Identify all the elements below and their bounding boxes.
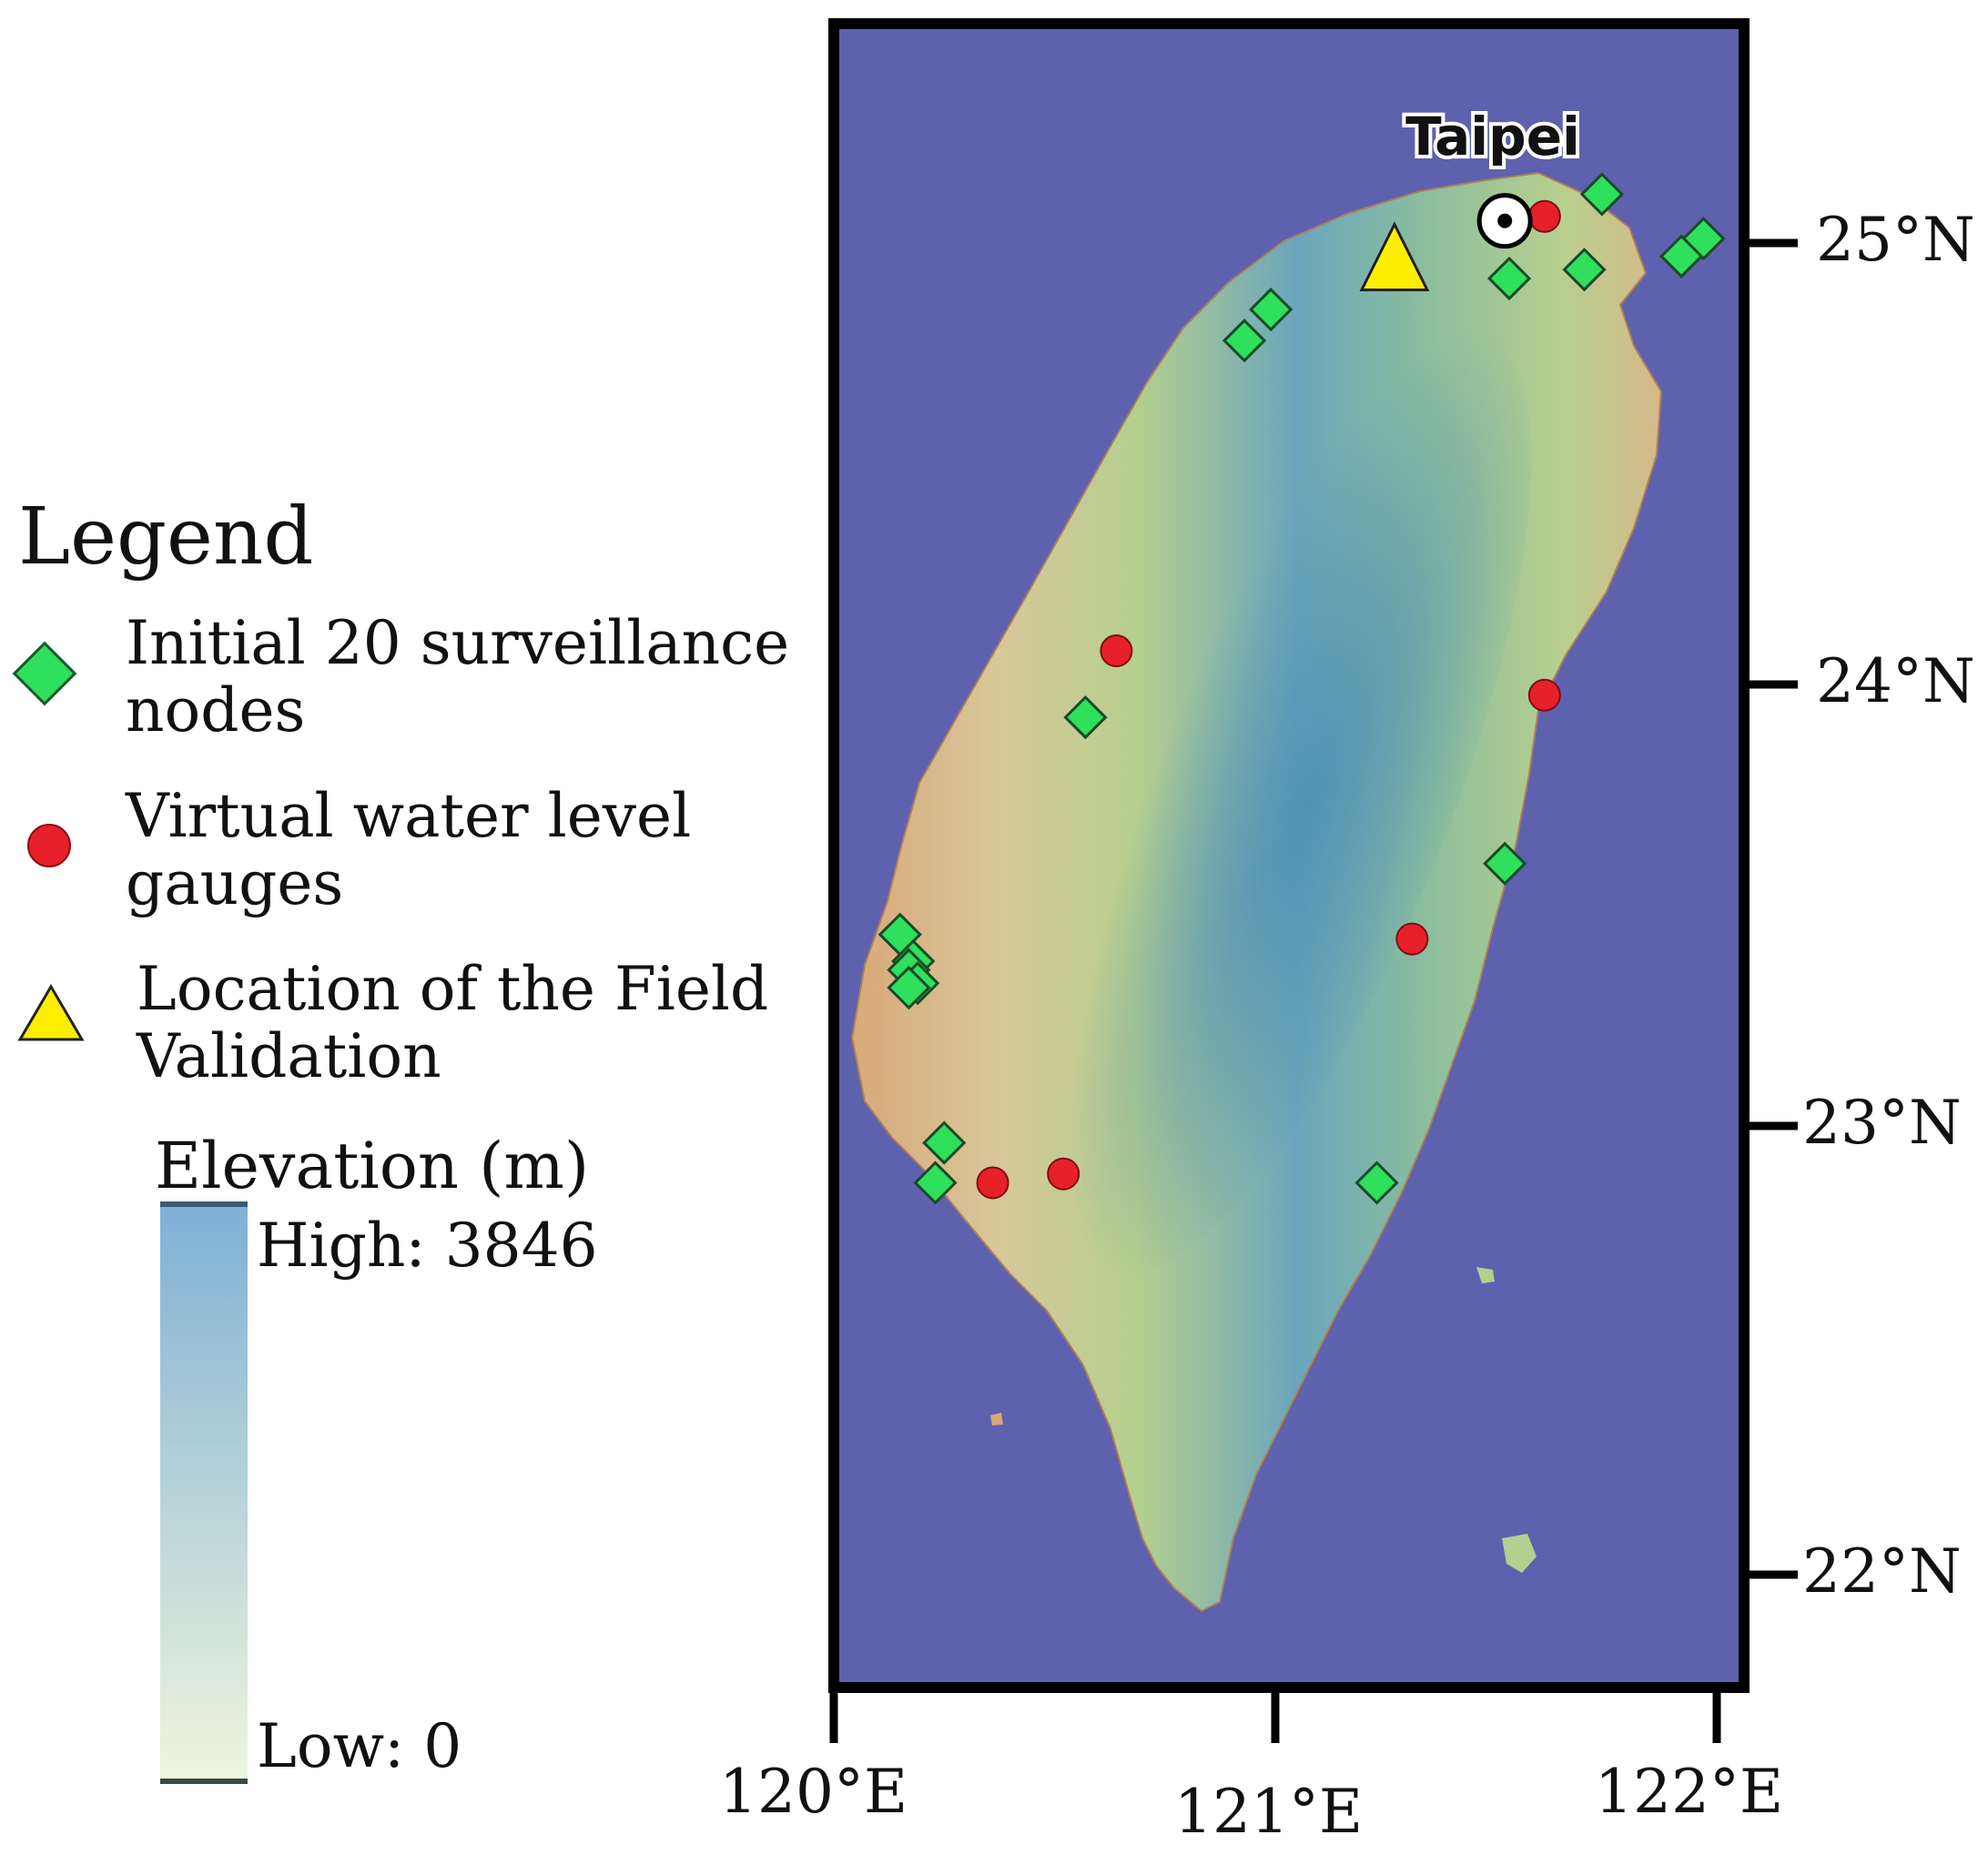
marker-layer (877, 172, 1726, 1205)
legend-field-line1: Location of the Field (137, 954, 769, 1024)
legend-title: Legend (18, 492, 314, 583)
taipei-marker (1476, 193, 1533, 249)
elevation-title: Elevation (m) (155, 1129, 590, 1203)
node-marker-5 (1562, 248, 1607, 292)
lat-label-23: 23°N (1802, 1088, 1962, 1158)
legend-nodes-line1: Initial 20 surveillance (126, 608, 790, 678)
lat-label-22: 22°N (1802, 1536, 1962, 1607)
node-marker-14 (887, 966, 931, 1010)
lat-label-24: 24°N (1816, 646, 1975, 716)
field-validation-marker (1359, 221, 1430, 291)
node-marker-7 (1222, 319, 1267, 363)
elevation-low-label: Low: 0 (257, 1711, 462, 1781)
node-marker-3 (1659, 234, 1704, 279)
gauge-marker-2 (1100, 634, 1133, 668)
node-marker-16 (913, 1161, 958, 1205)
node-marker-15 (922, 1120, 967, 1165)
liuqiu-island (990, 1413, 1003, 1425)
node-marker-1 (1579, 172, 1625, 217)
gauge-marker-5 (1047, 1157, 1080, 1191)
gauge-marker-6 (976, 1166, 1009, 1200)
node-marker-8 (1063, 694, 1108, 740)
gauge-marker-4 (1395, 922, 1429, 956)
orchid-island (1502, 1534, 1537, 1573)
green-island (1476, 1267, 1495, 1283)
node-marker-6 (1249, 287, 1293, 332)
legend-nodes-line2: nodes (126, 675, 306, 745)
elevation-high-label: High: 3846 (257, 1211, 598, 1281)
central-mountain-range (1053, 324, 1532, 1278)
lon-label-122: 122°E (1595, 1757, 1784, 1827)
map-frame (828, 18, 1750, 1693)
legend-gauges-line2: gauges (126, 848, 344, 918)
lon-label-120: 120°E (719, 1757, 908, 1827)
legend-gauges-line1: Virtual water level (126, 781, 692, 851)
lat-label-25: 25°N (1816, 205, 1975, 275)
taipei-label: Taipei (1405, 106, 1580, 167)
legend-field-line2: Validation (137, 1021, 441, 1091)
node-marker-17 (1354, 1161, 1399, 1205)
node-marker-9 (1483, 841, 1527, 886)
gauge-marker-1 (1527, 199, 1561, 233)
red-circle-icon (27, 824, 71, 867)
gauge-marker-3 (1527, 678, 1561, 712)
yellow-triangle-icon (17, 984, 85, 1041)
lon-ticks (829, 1688, 1721, 1743)
lat-ticks (1744, 238, 1798, 1579)
node-marker-4 (1486, 256, 1532, 301)
lon-label-121: 121°E (1174, 1777, 1364, 1847)
elevation-color-bar (160, 1201, 248, 1784)
